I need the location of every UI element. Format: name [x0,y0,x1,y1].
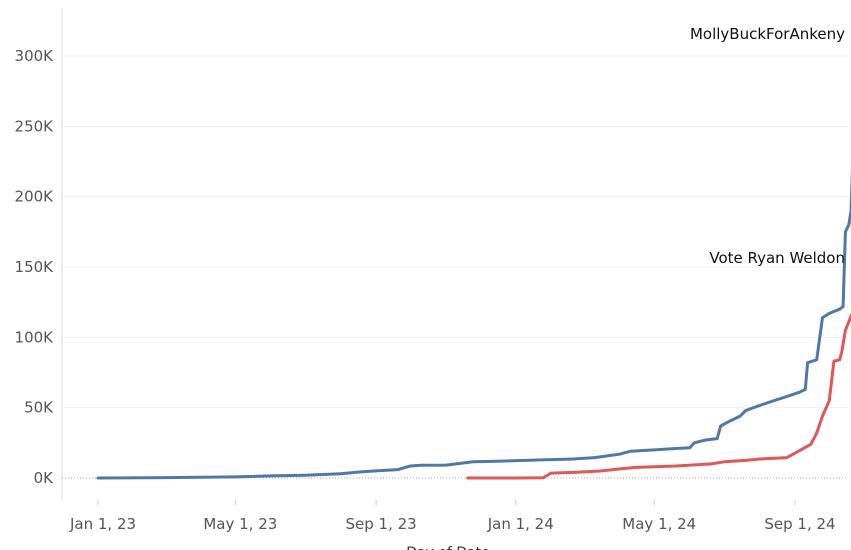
x-tick-label: Sep 1, 23 [346,515,417,533]
y-tick-label: 0K [34,469,55,487]
x-tick-label: Jan 1, 24 [487,515,554,533]
series-label-vote-ryan-weldon: Vote Ryan Weldon [709,249,845,267]
x-tick-label: Sep 1, 24 [764,515,835,533]
x-tick-label: May 1, 24 [622,515,696,533]
x-tick-label: May 1, 23 [203,515,277,533]
y-tick-label: 200K [15,188,55,206]
y-tick-label: 50K [24,399,54,417]
y-tick-label: 150K [15,258,55,276]
x-tick-label: Jan 1, 23 [69,515,136,533]
x-axis-title: Day of Date [406,545,490,550]
y-tick-label: 300K [15,47,55,65]
series-label-mollybuckforankeny: MollyBuckForAnkeny [690,25,845,43]
y-tick-label: 100K [15,328,55,346]
y-tick-label: 250K [15,117,55,135]
series-line-vote-ryan-weldon [466,312,851,480]
series-line-mollybuckforankeny [96,167,851,480]
